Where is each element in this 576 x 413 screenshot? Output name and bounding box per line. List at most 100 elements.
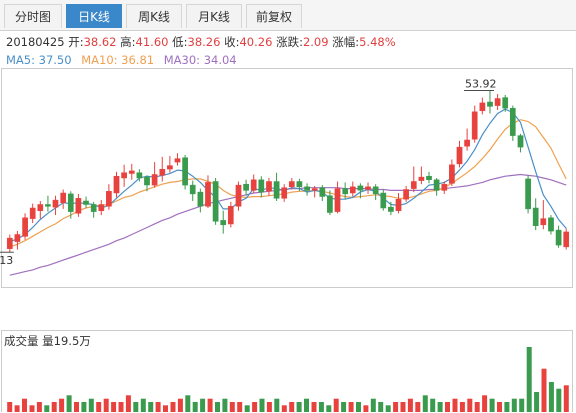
volume-bar: [541, 368, 547, 412]
quote-info-line: 20180425 开:38.62 高:41.60 低:38.26 收:40.26…: [6, 34, 396, 50]
volume-bar: [111, 402, 117, 412]
volume-bar: [304, 398, 309, 412]
candle-body: [227, 206, 234, 225]
change-label: 涨跌:: [276, 35, 303, 49]
volume-bar: [400, 402, 406, 412]
candle-body: [29, 207, 36, 219]
volume-bar: [96, 402, 102, 412]
candle-body: [167, 165, 173, 170]
open-value: 38.62: [83, 35, 117, 49]
candle-body: [433, 179, 440, 191]
close-label: 收:: [224, 35, 240, 49]
candle-body: [296, 181, 303, 188]
candle-body: [555, 229, 562, 246]
volume-bar: [244, 405, 250, 412]
ma5-line: [9, 108, 567, 243]
volume-bar: [430, 398, 436, 412]
volume-bar: [422, 395, 428, 412]
candle-body: [334, 188, 341, 212]
period-tab-bar: 分时图 日K线 周K线 月K线 前复权: [0, 0, 576, 31]
volume-bar: [222, 398, 228, 412]
volume-bar: [289, 402, 295, 412]
candle-body: [525, 178, 531, 210]
volume-bar: [378, 402, 384, 412]
candle-body: [212, 181, 219, 222]
volume-bar: [348, 402, 354, 412]
candle-body: [22, 217, 28, 237]
candle-body: [45, 204, 51, 207]
volume-bar: [237, 402, 243, 412]
candle-body: [106, 191, 112, 207]
volume-bar: [333, 398, 339, 412]
volume-bar: [341, 402, 347, 412]
volume-chart-frame: [1, 330, 573, 412]
low-label: 低:: [172, 35, 188, 49]
candle-body: [144, 176, 150, 186]
change-value: 2.09: [302, 35, 329, 49]
volume-bar: [266, 402, 272, 412]
volume-bar: [81, 402, 87, 412]
candle-body: [464, 139, 470, 147]
tab-monthly-k[interactable]: 月K线: [186, 4, 242, 28]
candle-body: [266, 181, 272, 192]
volume-bar: [489, 398, 495, 412]
candle-body: [487, 101, 493, 107]
volume-bar: [140, 398, 146, 412]
volume-bar: [29, 405, 35, 412]
candle-body: [418, 176, 425, 181]
candle-body: [372, 186, 379, 195]
candle-body: [342, 188, 349, 195]
ma10-line: [9, 119, 567, 248]
volume-bar: [519, 398, 525, 412]
candle-body: [197, 191, 204, 207]
candle-body: [449, 164, 455, 184]
volume-bar: [548, 382, 554, 412]
volume-bar: [207, 398, 213, 412]
volume-bar: [252, 402, 258, 412]
tab-forward-adjusted[interactable]: 前复权: [246, 4, 302, 28]
volume-bar: [103, 398, 109, 412]
volume-bar: [318, 402, 324, 412]
candle-body: [182, 157, 188, 186]
candle-body: [136, 172, 143, 179]
candle-body: [37, 204, 44, 211]
candle-body: [288, 181, 295, 188]
open-label: 开:: [68, 35, 84, 49]
candle-body: [494, 98, 501, 106]
tab-daily-k[interactable]: 日K线: [66, 4, 122, 28]
pct-label: 涨幅:: [332, 35, 360, 49]
volume-bar: [511, 398, 517, 412]
candle-body: [60, 192, 67, 203]
volume-bar: [445, 402, 450, 412]
candle-body: [319, 187, 326, 197]
volume-bar: [22, 398, 27, 412]
candle-body: [121, 172, 127, 179]
volume-bar: [125, 395, 131, 412]
candle-body: [258, 179, 265, 193]
candle-body: [6, 237, 13, 249]
candle-body: [281, 187, 288, 199]
volume-bar: [118, 402, 124, 412]
candle-body: [388, 206, 394, 212]
volume-bar: [133, 402, 139, 412]
candle-body: [205, 182, 211, 207]
volume-bar: [229, 402, 235, 412]
volume-bar: [437, 402, 443, 412]
candle-body: [403, 189, 409, 200]
candle-body: [327, 195, 333, 213]
volume-bar: [356, 402, 361, 412]
volume-bar: [311, 402, 317, 412]
candle-body: [349, 186, 356, 194]
tab-weekly-k[interactable]: 周K线: [126, 4, 182, 28]
candle-body: [128, 170, 135, 174]
volume-bar: [155, 402, 161, 412]
volume-bar: [467, 398, 473, 412]
tab-intraday[interactable]: 分时图: [4, 4, 62, 28]
ma10-legend: MA10: 36.81: [81, 53, 155, 67]
volume-bar: [74, 402, 79, 412]
volume-bar: [88, 398, 94, 412]
volume-bar: [497, 402, 502, 412]
volume-bar: [563, 385, 569, 412]
volume-bar: [215, 402, 220, 412]
